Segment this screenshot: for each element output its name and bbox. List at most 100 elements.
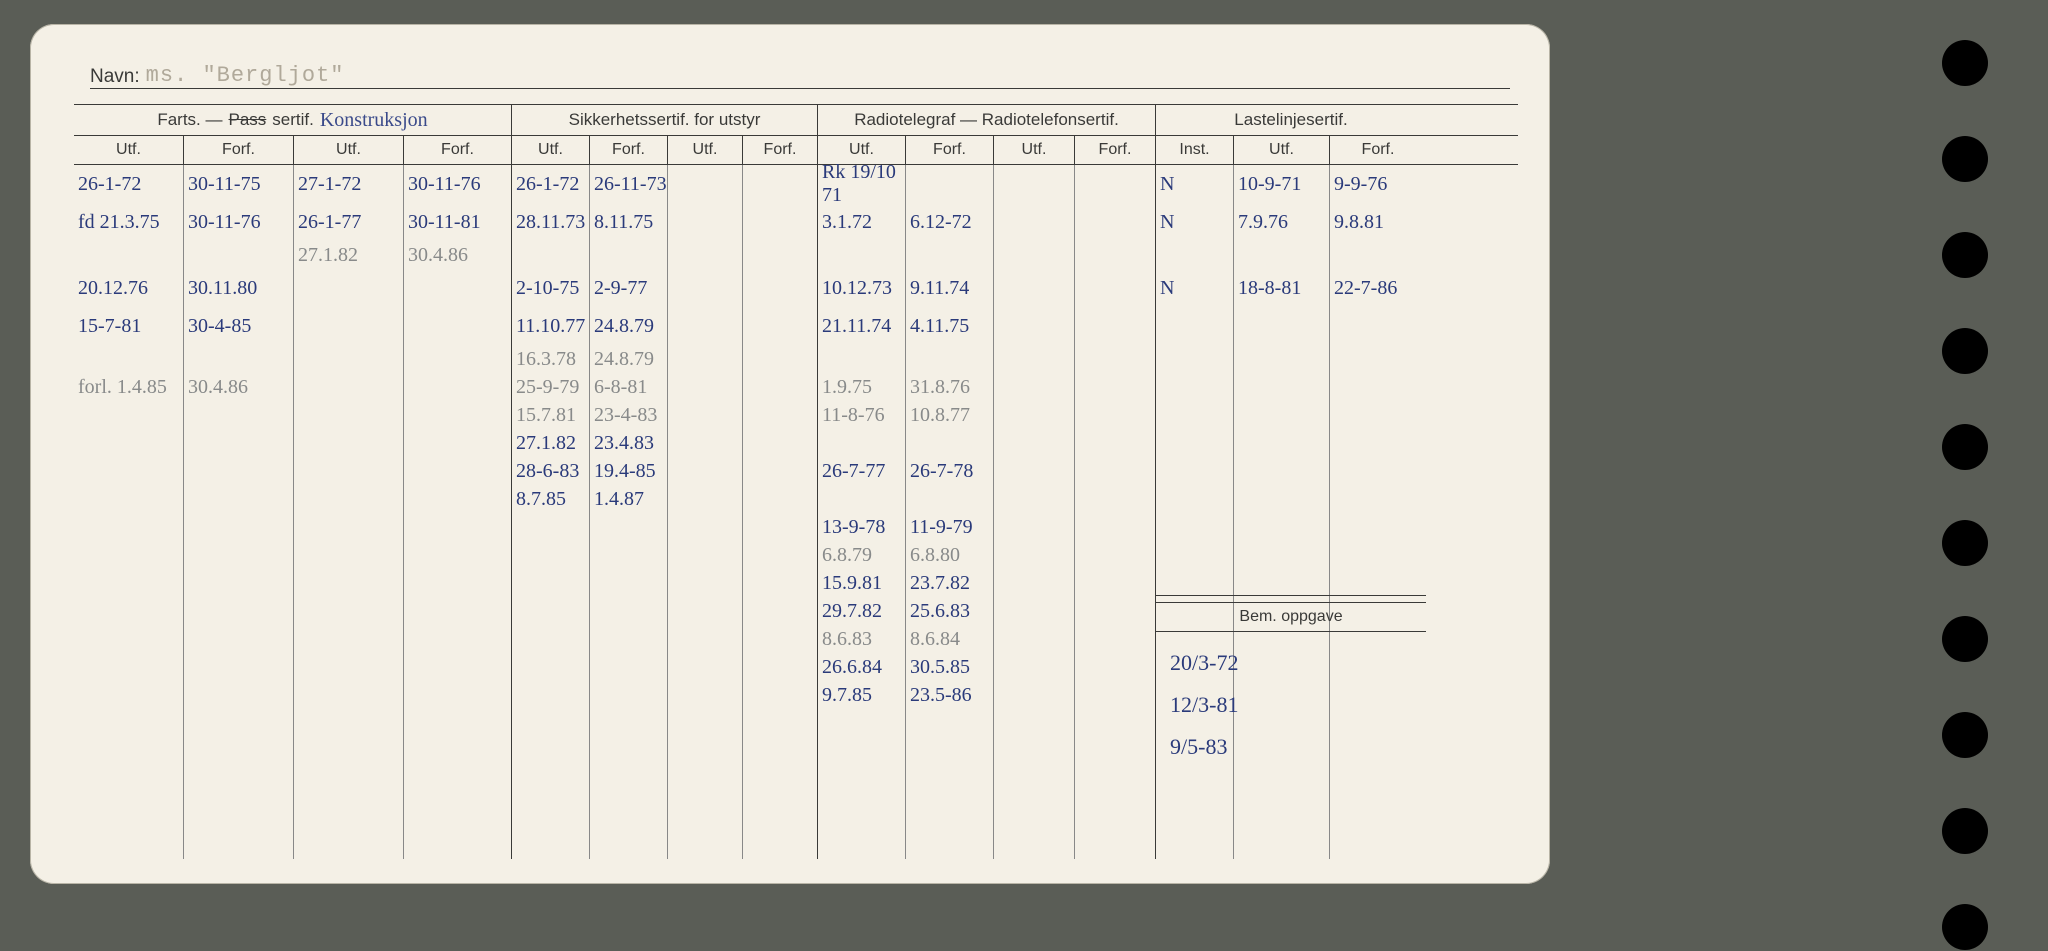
table-row: 13-9-7811-9-79 [74, 513, 1518, 541]
farts-annotation: Konstruksjon [320, 109, 428, 132]
table-cell: 24.8.79 [590, 307, 668, 345]
table-cell [1330, 241, 1426, 269]
table-cell: N [1156, 165, 1234, 203]
table-cell [1234, 307, 1330, 345]
table-cell [743, 429, 818, 457]
table-cell [184, 401, 294, 429]
table-cell: 27.1.82 [294, 241, 404, 269]
table-cell: 27-1-72 [294, 165, 404, 203]
table-cell [994, 597, 1075, 625]
table-cell [743, 485, 818, 513]
table-cell [743, 203, 818, 241]
table-cell [1156, 345, 1234, 373]
table-row: 26-1-7230-11-7527-1-7230-11-7626-1-7226-… [74, 165, 1518, 203]
table-cell [184, 345, 294, 373]
table-cell [743, 625, 818, 653]
table-cell: fd 21.3.75 [74, 203, 184, 241]
table-cell: 21.11.74 [818, 307, 906, 345]
table-cell [1075, 373, 1156, 401]
table-cell: 6.8.80 [906, 541, 994, 569]
table-cell [590, 569, 668, 597]
table-cell [743, 681, 818, 709]
table-cell: 30.4.86 [184, 373, 294, 401]
col-header: Utf. [1234, 136, 1330, 164]
table-cell [994, 345, 1075, 373]
table-cell: 26-7-78 [906, 457, 994, 485]
table-cell [74, 485, 184, 513]
bem-header: Bem. oppgave [1156, 602, 1426, 632]
table-cell [590, 541, 668, 569]
table-cell [74, 541, 184, 569]
table-cell [743, 597, 818, 625]
header-row-1: Farts. — Pass sertif. Konstruksjon Sikke… [74, 105, 1518, 135]
table-cell: 11.10.77 [512, 307, 590, 345]
table-cell [74, 681, 184, 709]
table-row: fd 21.3.7530-11-7626-1-7730-11-8128.11.7… [74, 203, 1518, 241]
group-radio: Radiotelegraf — Radiotelefonsertif. [818, 105, 1156, 135]
table-cell: 30.11.80 [184, 269, 294, 307]
table-cell [994, 541, 1075, 569]
table-cell [906, 241, 994, 269]
table-cell [294, 485, 404, 513]
group-laste: Lastelinjesertif. [1156, 105, 1426, 135]
table-cell: 26-1-72 [512, 165, 590, 203]
table-cell [1075, 429, 1156, 457]
table-cell [668, 345, 743, 373]
table-cell [1156, 401, 1234, 429]
table-cell [1075, 241, 1156, 269]
table-cell [184, 653, 294, 681]
table-cell [294, 597, 404, 625]
table-cell: 27.1.82 [512, 429, 590, 457]
table-cell [404, 307, 512, 345]
binder-hole [1942, 232, 1988, 278]
table-cell: 2-10-75 [512, 269, 590, 307]
farts-label-post: sertif. [272, 110, 314, 130]
table-cell [668, 373, 743, 401]
table-cell: 30.5.85 [906, 653, 994, 681]
table-cell [404, 401, 512, 429]
table-cell [74, 625, 184, 653]
table-cell [404, 625, 512, 653]
table-cell [668, 513, 743, 541]
table-cell [668, 269, 743, 307]
table-cell [294, 269, 404, 307]
table-cell [1075, 269, 1156, 307]
table-cell [294, 653, 404, 681]
table-cell [818, 429, 906, 457]
table-cell [1330, 345, 1426, 373]
table-cell [743, 269, 818, 307]
table-cell [994, 625, 1075, 653]
table-cell: 26-11-73 [590, 165, 668, 203]
binder-hole [1942, 40, 1988, 86]
table-cell [184, 457, 294, 485]
table-cell: 23-4-83 [590, 401, 668, 429]
table-row: 16.3.7824.8.79 [74, 345, 1518, 373]
table-cell [994, 653, 1075, 681]
col-header: Forf. [906, 136, 994, 164]
table-cell [1330, 429, 1426, 457]
index-card: Navn: ms. "Bergljot" Farts. — Pass serti… [30, 24, 1550, 884]
table-cell: 10.12.73 [818, 269, 906, 307]
table-row: 15-7-8130-4-8511.10.7724.8.7921.11.744.1… [74, 307, 1518, 345]
table-cell: 30-11-75 [184, 165, 294, 203]
table-cell [668, 485, 743, 513]
table-cell [74, 653, 184, 681]
table-cell [590, 653, 668, 681]
table-cell: N [1156, 269, 1234, 307]
table-cell: 16.3.78 [512, 345, 590, 373]
table-cell [1156, 513, 1234, 541]
binder-hole [1942, 136, 1988, 182]
table-cell [1075, 485, 1156, 513]
table-cell: 6.8.79 [818, 541, 906, 569]
table-cell [590, 241, 668, 269]
table-cell [1075, 681, 1156, 709]
table-cell: 24.8.79 [590, 345, 668, 373]
table-cell [906, 165, 994, 203]
table-cell: 6.12-72 [906, 203, 994, 241]
table-cell [512, 597, 590, 625]
table-cell [1075, 203, 1156, 241]
table-cell [184, 625, 294, 653]
table-cell [404, 345, 512, 373]
navn-row: Navn: ms. "Bergljot" [90, 54, 1510, 89]
table-cell [1234, 373, 1330, 401]
